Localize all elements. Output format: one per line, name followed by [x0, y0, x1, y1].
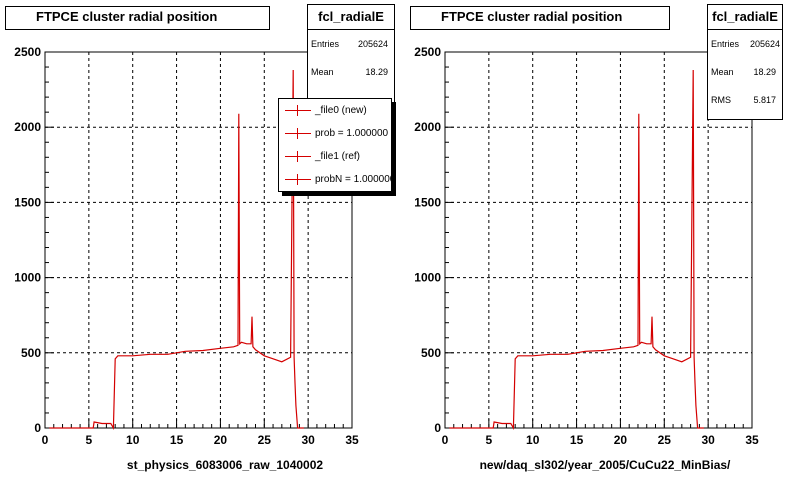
x-tick-label: 35 — [345, 433, 359, 447]
legend-swatch — [285, 105, 311, 116]
right-x-axis-label: new/daq_sl302/year_2005/CuCu22_MinBias/ — [479, 458, 731, 472]
right-stats-mean-value: 18.29 — [753, 67, 776, 77]
y-tick-label: 2000 — [14, 120, 41, 134]
x-tick-label: 30 — [701, 433, 715, 447]
left-stats-name: fcl_radialE — [308, 5, 394, 30]
y-tick-label: 2500 — [14, 45, 41, 59]
legend-label: _file1 (ref) — [315, 151, 361, 162]
x-tick-label: 25 — [258, 433, 272, 447]
right-stats-rms-row: RMS 5.817 — [708, 86, 782, 114]
left-stats-entries-row: Entries 205624 — [308, 30, 394, 58]
y-tick-label: 1000 — [14, 271, 41, 285]
left-stats-mean-value: 18.29 — [365, 67, 388, 77]
x-tick-label: 20 — [614, 433, 628, 447]
y-tick-label: 1500 — [414, 195, 441, 209]
legend-swatch — [285, 151, 311, 162]
x-tick-label: 15 — [170, 433, 184, 447]
x-tick-label: 25 — [658, 433, 672, 447]
right-stats-entries-row: Entries 205624 — [708, 30, 782, 58]
left-stats-mean-label: Mean — [311, 67, 334, 77]
right-stats-entries-label: Entries — [711, 39, 740, 49]
histogram-series-line — [449, 69, 704, 431]
right-stats-mean-row: Mean 18.29 — [708, 58, 782, 86]
y-tick-label: 0 — [34, 421, 41, 435]
legend-entry: _file0 (new) — [279, 99, 391, 122]
y-tick-label: 0 — [434, 421, 441, 435]
plot-frame — [44, 51, 353, 429]
legend-entry: prob = 1.000000 — [279, 122, 391, 145]
x-tick-label: 10 — [126, 433, 140, 447]
x-tick-label: 5 — [86, 433, 93, 447]
x-tick-label: 30 — [301, 433, 315, 447]
legend-label: probN = 1.000000 — [315, 174, 392, 185]
legend-box: _file0 (new) prob = 1.000000 _file1 (ref… — [278, 98, 392, 192]
legend-label: _file0 (new) — [315, 105, 367, 116]
right-stats-rms-value: 5.817 — [753, 95, 776, 105]
left-stats-mean-row: Mean 18.29 — [308, 58, 394, 86]
histogram-series-line — [49, 69, 304, 431]
left-x-axis-label: st_physics_6083006_raw_1040002 — [126, 458, 324, 472]
legend-entry: _file1 (ref) — [279, 145, 391, 168]
x-tick-label: 10 — [526, 433, 540, 447]
y-tick-label: 2500 — [414, 45, 441, 59]
y-tick-label: 1000 — [414, 271, 441, 285]
right-stats-mean-label: Mean — [711, 67, 734, 77]
y-tick-label: 500 — [21, 346, 41, 360]
x-tick-label: 20 — [214, 433, 228, 447]
x-tick-label: 0 — [442, 433, 449, 447]
y-tick-label: 1500 — [14, 195, 41, 209]
right-stats-rms-label: RMS — [711, 95, 731, 105]
left-stats-entries-label: Entries — [311, 39, 340, 49]
legend-entry: probN = 1.000000 — [279, 168, 391, 191]
right-stats-entries-value: 205624 — [749, 39, 780, 49]
right-plot-title: FTPCE cluster radial position — [410, 6, 670, 30]
legend-swatch — [285, 174, 311, 185]
left-plot-title: FTPCE cluster radial position — [5, 6, 270, 30]
left-stats-box: fcl_radialE Entries 205624 Mean 18.29 — [307, 4, 395, 104]
left-stats-entries-value: 205624 — [357, 39, 388, 49]
y-tick-label: 2000 — [414, 120, 441, 134]
right-stats-name: fcl_radialE — [708, 5, 782, 30]
x-tick-label: 35 — [745, 433, 759, 447]
x-tick-label: 5 — [486, 433, 493, 447]
legend-swatch — [285, 128, 311, 139]
x-tick-label: 15 — [570, 433, 584, 447]
plot-frame — [444, 51, 753, 429]
x-tick-label: 0 — [42, 433, 49, 447]
y-tick-label: 500 — [421, 346, 441, 360]
legend-label: prob = 1.000000 — [315, 128, 389, 139]
right-stats-box: fcl_radialE Entries 205624 Mean 18.29 RM… — [707, 4, 783, 120]
